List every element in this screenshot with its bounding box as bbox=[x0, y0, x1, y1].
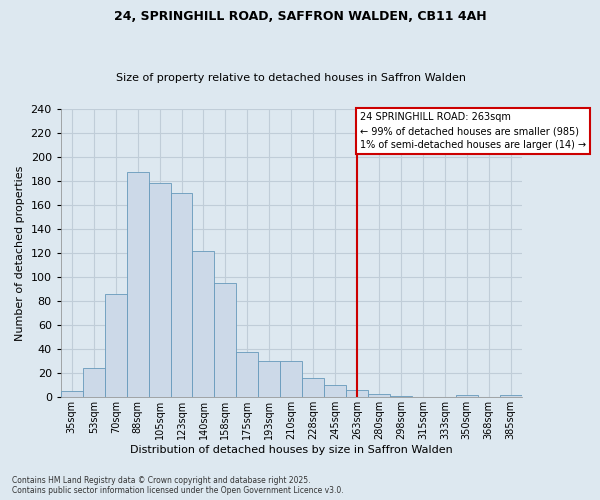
Bar bbox=[61, 392, 83, 398]
Text: Contains HM Land Registry data © Crown copyright and database right 2025.
Contai: Contains HM Land Registry data © Crown c… bbox=[12, 476, 344, 495]
Bar bbox=[368, 394, 390, 398]
Bar bbox=[236, 352, 259, 398]
Bar bbox=[390, 396, 412, 398]
Bar bbox=[302, 378, 324, 398]
Y-axis label: Number of detached properties: Number of detached properties bbox=[15, 166, 25, 340]
Bar bbox=[149, 184, 170, 398]
Bar bbox=[456, 395, 478, 398]
Bar bbox=[127, 172, 149, 398]
Bar bbox=[214, 283, 236, 398]
Title: Size of property relative to detached houses in Saffron Walden: Size of property relative to detached ho… bbox=[116, 73, 466, 83]
Bar bbox=[170, 193, 193, 398]
Bar bbox=[280, 361, 302, 398]
Bar bbox=[324, 386, 346, 398]
X-axis label: Distribution of detached houses by size in Saffron Walden: Distribution of detached houses by size … bbox=[130, 445, 452, 455]
Bar bbox=[105, 294, 127, 398]
Bar bbox=[83, 368, 105, 398]
Text: 24 SPRINGHILL ROAD: 263sqm
← 99% of detached houses are smaller (985)
1% of semi: 24 SPRINGHILL ROAD: 263sqm ← 99% of deta… bbox=[361, 112, 586, 150]
Bar bbox=[346, 390, 368, 398]
Text: 24, SPRINGHILL ROAD, SAFFRON WALDEN, CB11 4AH: 24, SPRINGHILL ROAD, SAFFRON WALDEN, CB1… bbox=[113, 10, 487, 23]
Bar bbox=[259, 361, 280, 398]
Bar bbox=[193, 250, 214, 398]
Bar bbox=[500, 395, 521, 398]
